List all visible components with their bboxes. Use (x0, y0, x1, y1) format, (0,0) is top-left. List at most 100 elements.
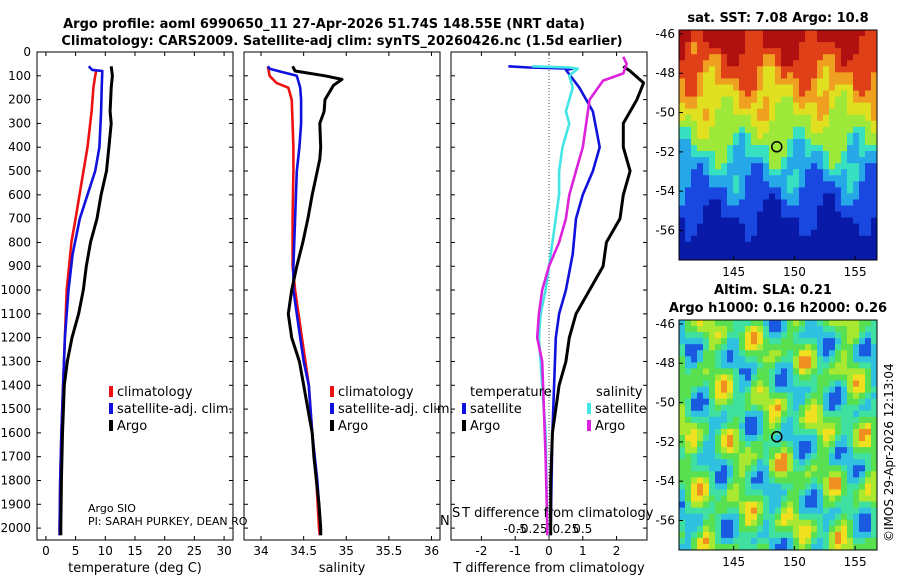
map-cell (793, 187, 800, 195)
map-cell (775, 187, 782, 195)
map-cell (745, 368, 752, 376)
map-cell (847, 42, 854, 49)
map-cell (739, 181, 746, 188)
map-cell (841, 501, 848, 509)
series-line-argo (59, 66, 114, 536)
x-tick-label: 0 (42, 544, 50, 558)
map-cell (769, 72, 776, 80)
map-cell (787, 447, 794, 454)
map-cell (799, 108, 806, 116)
map-cell (853, 531, 860, 539)
map-cell (727, 441, 734, 448)
map-cell (859, 465, 866, 472)
map-cell (841, 519, 848, 527)
map-cell (727, 235, 734, 243)
map-cell (721, 483, 728, 491)
map-cell (703, 132, 710, 140)
map-cell (793, 145, 800, 152)
map-cell (829, 525, 836, 533)
map-cell (751, 199, 758, 207)
map-cell (685, 145, 692, 152)
map-x-tick-label: 155 (844, 555, 867, 569)
map-cell (835, 30, 842, 37)
map-cell (775, 374, 782, 382)
map-cell (745, 120, 752, 128)
map-cell (823, 235, 830, 243)
map-cell (859, 138, 866, 146)
map-cell (823, 531, 830, 539)
map-cell (871, 199, 877, 207)
map-cell (745, 66, 752, 73)
map-cell (853, 235, 860, 243)
map-cell (865, 229, 872, 237)
map-cell (835, 241, 842, 249)
map-cell (685, 392, 692, 400)
map-cell (691, 247, 698, 255)
map-cell (847, 465, 854, 472)
map-cell (781, 398, 788, 406)
map-cell (805, 66, 812, 73)
map-cell (745, 495, 752, 503)
map-cell (865, 120, 872, 128)
map-cell (799, 410, 806, 418)
map-cell (763, 435, 770, 442)
map-cell (835, 66, 842, 73)
map-cell (799, 138, 806, 146)
map-cell (865, 163, 872, 170)
map-cell (709, 410, 716, 418)
map-cell (757, 66, 764, 73)
map-cell (721, 157, 728, 164)
y-tick-label: 1400 (0, 378, 31, 392)
map-cell (763, 453, 770, 460)
map-cell (763, 459, 770, 466)
map-cell (763, 138, 770, 146)
map-cell (709, 332, 716, 339)
map-cell (841, 453, 848, 460)
legend-label-temp-argo: Argo (470, 419, 500, 434)
map-cell (829, 84, 836, 92)
map-cell (847, 120, 854, 128)
map-cell (697, 344, 704, 351)
map-cell (865, 60, 872, 67)
map-cell (775, 404, 782, 412)
map-cell (787, 235, 794, 243)
map-cell (733, 235, 740, 243)
map-cell (763, 416, 770, 424)
map-cell (685, 435, 692, 442)
map-cell (787, 471, 794, 478)
map-cell (739, 471, 746, 478)
map-cell (679, 193, 686, 201)
map-cell (799, 543, 806, 550)
map-cell (751, 175, 758, 182)
map-cell (727, 428, 734, 436)
map-cell (751, 54, 758, 61)
map-cell (835, 368, 842, 376)
map-cell (757, 163, 764, 170)
map-cell (865, 36, 872, 43)
map-cell (805, 223, 812, 231)
map-cell (829, 344, 836, 351)
map-cell (721, 386, 728, 394)
map-cell (751, 157, 758, 164)
map-cell (781, 66, 788, 73)
map-cell (811, 253, 818, 260)
map-cell (751, 489, 758, 497)
map-cell (829, 416, 836, 424)
map-cell (865, 495, 872, 503)
map-cell (871, 223, 877, 231)
map-cell (685, 441, 692, 448)
map-cell (823, 320, 830, 327)
map-cell (751, 483, 758, 491)
map-cell (841, 90, 848, 98)
map-y-tick-label: -54 (655, 474, 675, 488)
map-cell (721, 422, 728, 430)
map-cell (685, 187, 692, 195)
map-cell (727, 114, 734, 122)
map-cell (769, 235, 776, 243)
map-cell (829, 374, 836, 382)
map-cell (691, 332, 698, 339)
map-cell (679, 441, 686, 448)
map-cell (805, 362, 812, 370)
map-cell (769, 519, 776, 527)
map-cell (745, 181, 752, 188)
